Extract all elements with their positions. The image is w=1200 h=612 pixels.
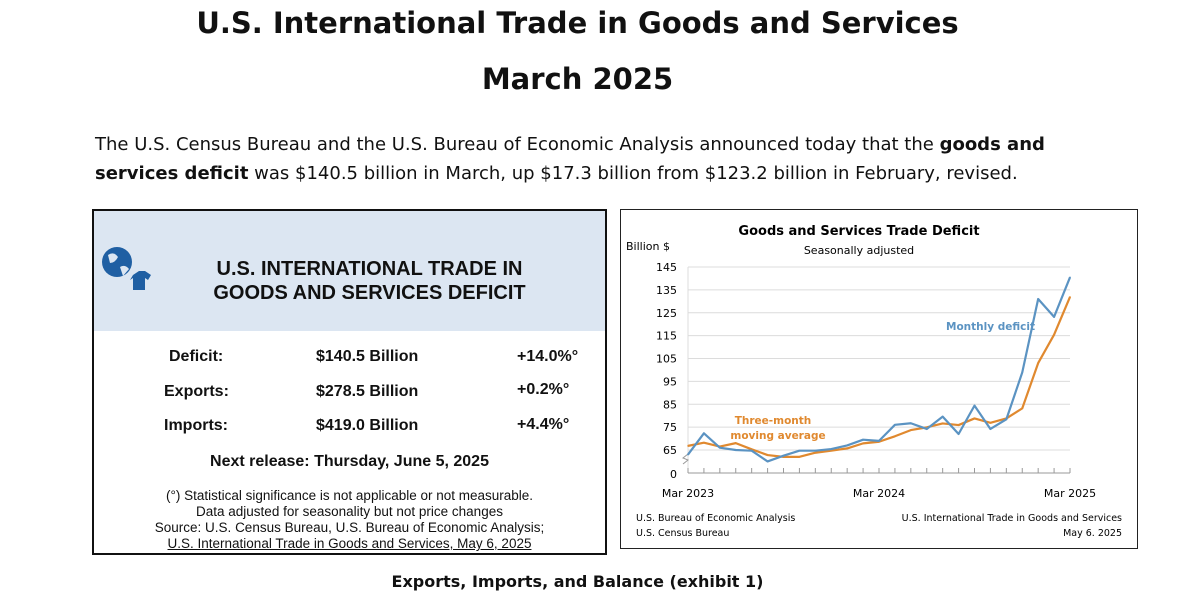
summary-title-line2: GOODS AND SERVICES DEFICIT — [213, 282, 526, 304]
deficit-change: +14.0%° — [517, 348, 579, 365]
summary-header: U.S. INTERNATIONAL TRADE IN GOODS AND SER… — [94, 211, 605, 331]
data-point — [1069, 296, 1071, 298]
x-tick-label: Mar 2023 — [662, 487, 714, 500]
data-point — [973, 417, 976, 420]
data-point — [941, 422, 944, 425]
data-point — [846, 444, 848, 447]
data-point — [894, 435, 896, 438]
data-point — [894, 424, 896, 426]
intro-paragraph: The U.S. Census Bureau and the U.S. Bure… — [95, 130, 1095, 188]
y-tick-label: 125 — [656, 307, 677, 320]
y-tick-label: 0 — [670, 468, 677, 481]
moving-average-label: Three-month — [735, 415, 812, 427]
note-line: Source: U.S. Census Bureau, U.S. Bureau … — [154, 520, 545, 535]
data-point — [814, 449, 817, 452]
note-line: (°) Statistical significance is not appl… — [165, 488, 534, 503]
data-point — [957, 424, 960, 426]
summary-title-line1: U.S. INTERNATIONAL TRADE IN — [216, 258, 523, 280]
axis-break — [682, 453, 689, 465]
data-point — [1021, 371, 1024, 374]
data-point — [910, 422, 912, 425]
y-tick-label: 145 — [656, 261, 677, 274]
imports-value: $419.0 Billion — [316, 417, 419, 434]
data-point — [703, 432, 705, 435]
imports-label: Imports: — [164, 417, 228, 434]
moving-average-label-2: moving average — [730, 430, 825, 442]
data-point — [782, 454, 785, 457]
intro-text: The U.S. Census Bureau and the U.S. Bure… — [95, 134, 940, 155]
source-left-2: U.S. Census Bureau — [636, 528, 729, 539]
data-point — [798, 456, 801, 458]
data-point — [766, 454, 769, 456]
y-tick-label: 75 — [663, 421, 677, 434]
source-right-2: May 6. 2025 — [1063, 528, 1122, 539]
data-point — [1069, 276, 1071, 279]
note-line: Data adjusted for seasonality but not pr… — [196, 504, 503, 519]
data-point — [957, 433, 960, 435]
y-tick-label: 115 — [656, 330, 677, 343]
data-point — [910, 429, 912, 431]
data-point — [798, 449, 801, 452]
data-point — [989, 428, 992, 430]
y-tick-label: 95 — [663, 375, 677, 388]
x-tick-label: Mar 2025 — [1044, 487, 1096, 500]
data-point — [1037, 362, 1039, 364]
data-point — [703, 441, 705, 444]
data-point — [846, 447, 848, 450]
exhibit-heading: Exports, Imports, and Balance (exhibit 1… — [391, 572, 764, 591]
data-point — [862, 442, 864, 445]
globe-shirt-icon — [102, 247, 151, 290]
data-point — [1021, 407, 1024, 410]
deficit-chart: Goods and Services Trade Deficit Seasona… — [620, 209, 1138, 549]
chart-title: Goods and Services Trade Deficit — [738, 224, 979, 239]
page-subtitle: March 2025 — [481, 62, 674, 96]
data-point — [1053, 333, 1055, 336]
y-axis-label: Billion $ — [626, 240, 670, 253]
page-title: U.S. International Trade in Goods and Se… — [196, 6, 959, 40]
monthly-deficit-label: Monthly deficit — [946, 321, 1035, 333]
data-point — [973, 404, 976, 407]
data-point — [687, 453, 689, 456]
data-point — [687, 445, 689, 447]
data-point — [734, 449, 737, 451]
intro-bold: goods and services deficit — [95, 134, 1045, 184]
data-point — [750, 449, 753, 452]
imports-change: +4.4%° — [517, 416, 570, 433]
intro-text-2: was $140.5 billion in March, up $17.3 bi… — [248, 163, 1018, 184]
data-point — [1053, 316, 1055, 318]
deficit-label: Deficit: — [169, 348, 224, 365]
data-point — [830, 448, 833, 450]
data-point — [766, 460, 769, 463]
data-point — [719, 446, 721, 449]
y-tick-label: 105 — [656, 353, 677, 366]
data-point — [941, 415, 944, 418]
x-tick-label: Mar 2024 — [853, 487, 905, 500]
exports-label: Exports: — [164, 383, 229, 400]
source-right: U.S. International Trade in Goods and Se… — [902, 513, 1122, 524]
data-point — [925, 428, 928, 430]
exports-change: +0.2%° — [517, 381, 570, 398]
note-line: U.S. International Trade in Goods and Se… — [167, 536, 532, 551]
summary-title: U.S. INTERNATIONAL TRADE IN GOODS AND SER… — [154, 257, 585, 305]
data-point — [878, 440, 880, 442]
chart-subtitle: Seasonally adjusted — [804, 244, 914, 257]
data-point — [814, 451, 817, 454]
data-point — [1005, 418, 1008, 421]
y-tick-label: 135 — [656, 284, 677, 297]
summary-box: U.S. INTERNATIONAL TRADE IN GOODS AND SER… — [92, 209, 607, 555]
y-tick-label: 85 — [663, 398, 677, 411]
data-point — [734, 442, 737, 444]
deficit-value: $140.5 Billion — [316, 348, 419, 365]
next-release: Next release: Thursday, June 5, 2025 — [210, 453, 489, 470]
source-left: U.S. Bureau of Economic Analysis — [636, 513, 795, 524]
data-point — [862, 438, 864, 441]
exports-value: $278.5 Billion — [316, 383, 419, 400]
data-point — [989, 421, 992, 424]
data-point — [830, 449, 833, 452]
chart-svg: Goods and Services Trade Deficit Seasona… — [626, 224, 1122, 539]
data-point — [1037, 298, 1039, 300]
y-tick-label: 65 — [663, 444, 677, 457]
